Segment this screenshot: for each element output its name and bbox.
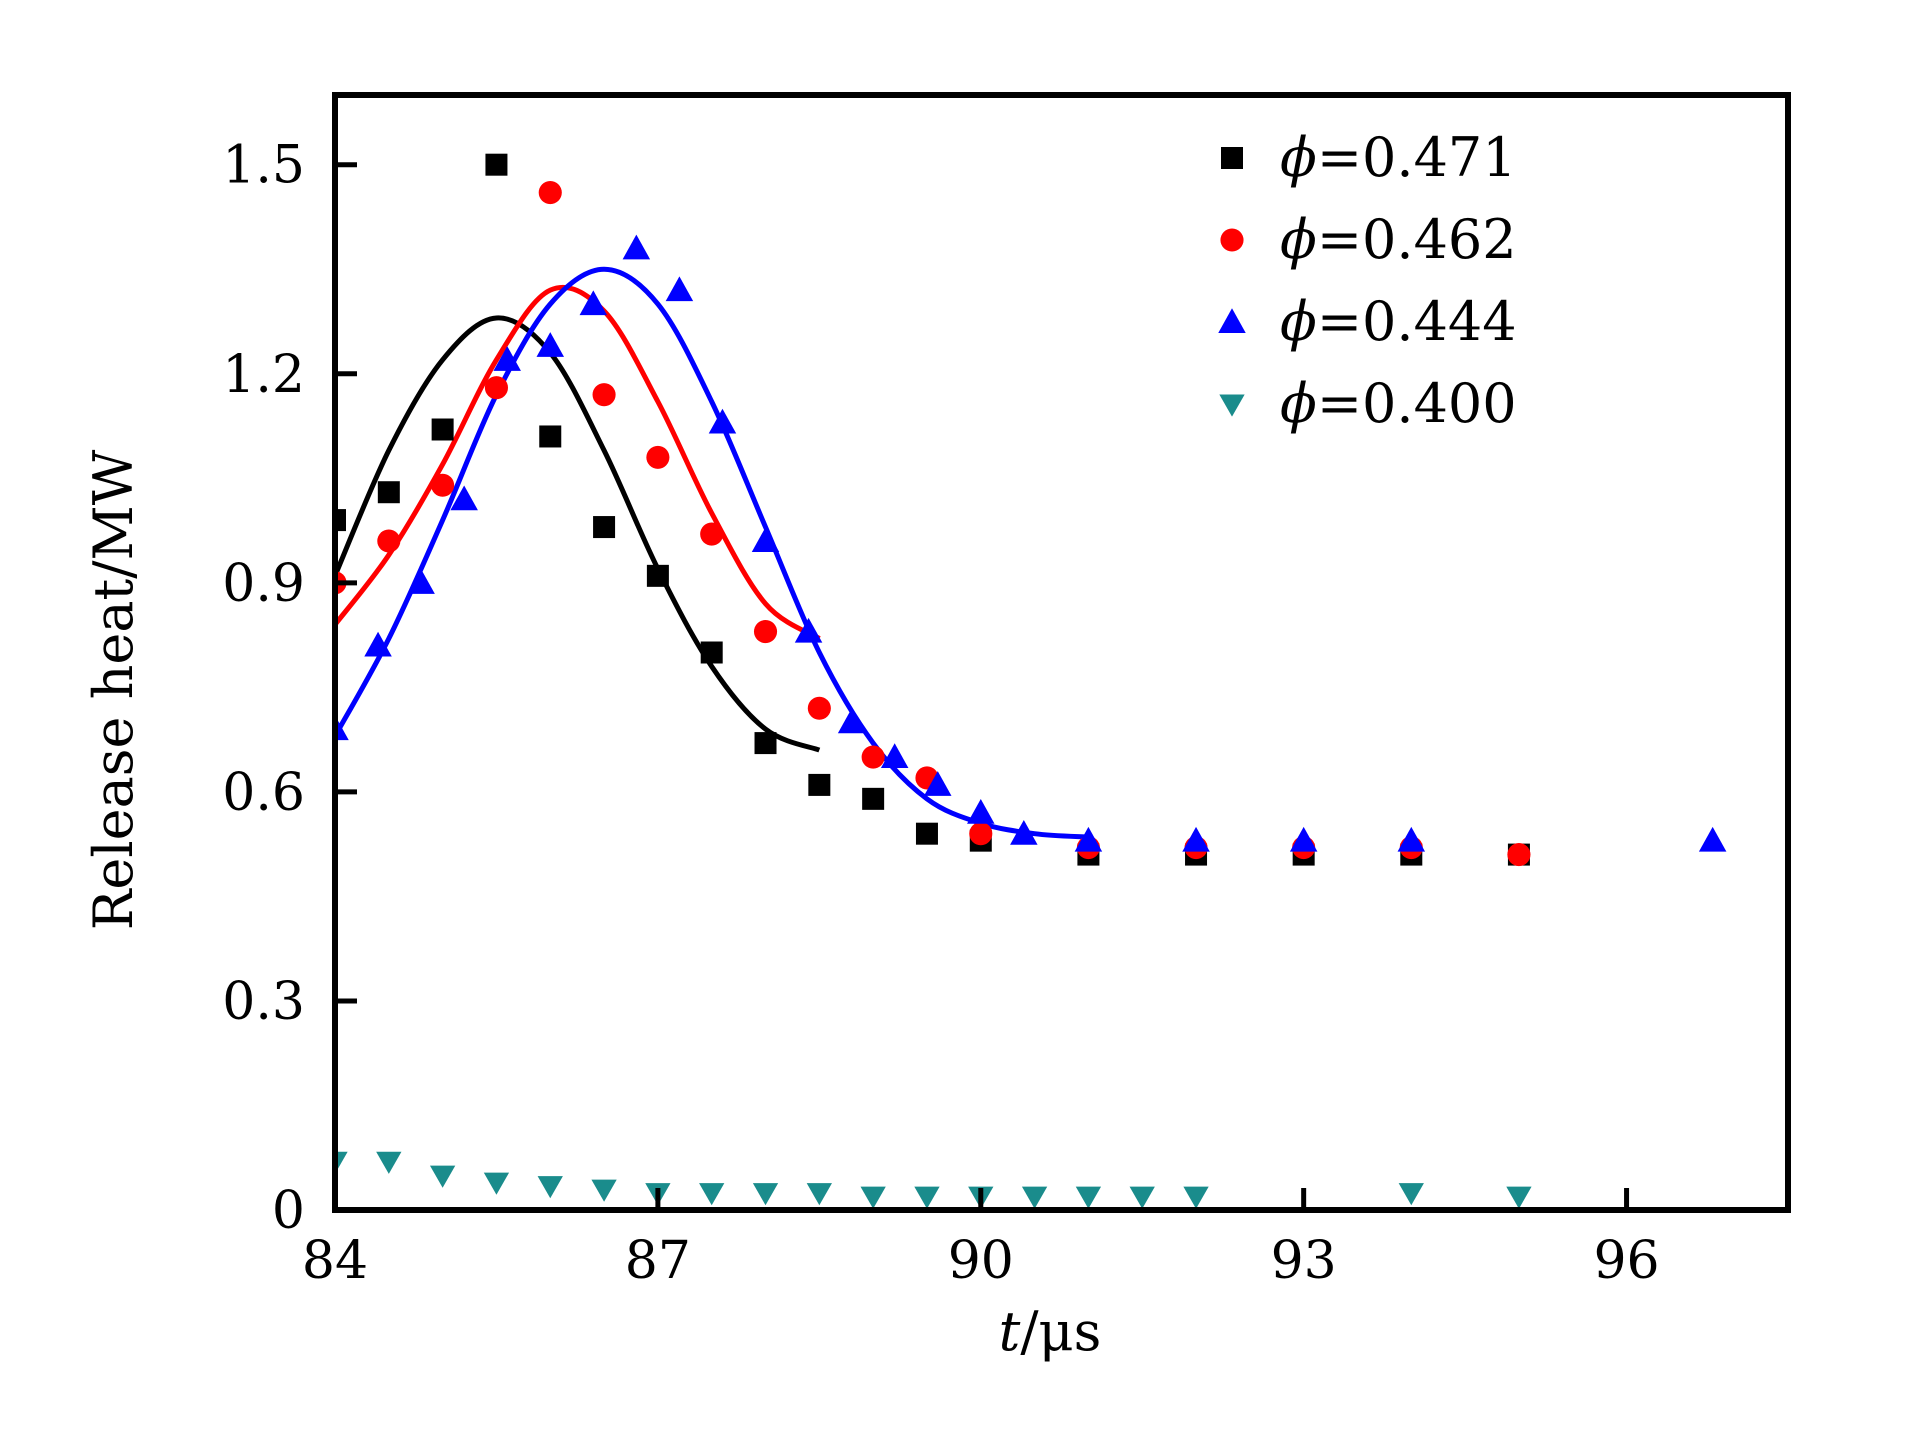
data-point-series-4 (806, 1183, 832, 1206)
data-point-series-3 (837, 708, 866, 734)
fit-curve-series-2 (335, 284, 821, 641)
data-point-series-4 (537, 1176, 563, 1199)
data-point-series-2 (538, 181, 562, 205)
data-point-series-3 (622, 234, 651, 260)
legend-label-series-3: ϕ=0.444 (1280, 290, 1517, 353)
fit-curve-series-3 (335, 266, 1089, 840)
legend-marker-series-1 (1221, 147, 1243, 169)
data-point-series-3 (450, 485, 478, 511)
data-point-series-4 (1129, 1186, 1155, 1209)
data-point-series-3 (335, 715, 349, 741)
y-tick-label: 1.5 (222, 136, 305, 196)
x-tick-label: 93 (1271, 1231, 1337, 1291)
data-point-series-1 (335, 509, 346, 532)
data-point-series-1 (754, 732, 777, 755)
data-point-series-3 (1397, 826, 1426, 852)
data-point-series-4 (1075, 1186, 1102, 1209)
data-point-series-3 (923, 771, 952, 796)
data-point-series-2 (646, 445, 670, 469)
data-point-series-2 (1507, 843, 1531, 867)
data-point-series-4 (752, 1183, 779, 1206)
data-point-series-3 (665, 276, 694, 302)
plot-frame (332, 92, 1791, 1213)
data-point-series-4 (1183, 1186, 1209, 1209)
data-point-series-2 (753, 620, 778, 644)
data-point-series-3 (751, 527, 780, 552)
data-point-series-2 (377, 529, 401, 553)
data-point-series-4 (483, 1172, 510, 1195)
data-point-series-3 (880, 743, 909, 769)
data-point-series-1 (915, 822, 938, 845)
data-point-series-4 (1021, 1186, 1048, 1209)
data-point-series-3 (579, 290, 608, 316)
data-point-series-2 (969, 822, 993, 846)
data-point-series-3 (1010, 819, 1038, 845)
y-tick-label: 0.9 (222, 554, 305, 614)
legend-marker-series-2 (1220, 228, 1244, 252)
data-point-series-3 (407, 569, 435, 594)
y-tick-label: 0.6 (222, 763, 305, 823)
data-point-series-3 (1182, 826, 1210, 852)
data-point-series-1 (539, 425, 562, 448)
x-axis-title: t/μs (999, 1300, 1102, 1363)
data-point-series-1 (377, 481, 400, 504)
data-point-series-2 (861, 745, 885, 769)
data-point-series-4 (1398, 1183, 1424, 1206)
data-point-series-1 (646, 564, 669, 587)
data-point-series-3 (493, 346, 521, 371)
x-tick-label: 90 (948, 1231, 1014, 1291)
data-point-series-4 (335, 1151, 348, 1174)
y-axis-ticks: 0 0.3 0.6 0.9 1.2 1.5 (222, 136, 357, 1241)
data-point-series-1 (485, 153, 508, 176)
data-point-series-2 (807, 696, 831, 720)
legend-label-series-4: ϕ=0.400 (1280, 372, 1517, 435)
y-tick-label: 1.2 (222, 345, 305, 405)
data-point-series-2 (700, 522, 724, 546)
y-tick-label: 0.3 (222, 972, 305, 1032)
fit-curves (335, 266, 1089, 840)
data-point-series-3 (536, 332, 565, 357)
data-point-series-1 (593, 516, 616, 539)
data-point-series-1 (808, 773, 831, 796)
data-point-series-3 (967, 799, 995, 824)
data-point-series-3 (708, 408, 737, 434)
data-point-series-4 (860, 1186, 886, 1209)
legend-label-series-2: ϕ=0.462 (1280, 208, 1517, 271)
data-markers (335, 153, 1727, 1209)
y-tick-label: 0 (272, 1181, 305, 1241)
x-tick-label: 96 (1593, 1231, 1659, 1291)
data-point-series-1 (700, 641, 723, 664)
legend-marker-series-3 (1218, 308, 1246, 333)
legend: ϕ=0.471 ϕ=0.462 ϕ=0.444 ϕ=0.400 (1218, 126, 1517, 435)
data-point-series-4 (1506, 1186, 1532, 1209)
x-axis-ticks: 84 87 90 93 96 (302, 1188, 1660, 1291)
data-point-series-2 (592, 383, 616, 407)
data-point-series-4 (699, 1183, 725, 1206)
data-point-series-3 (364, 631, 392, 657)
data-point-series-4 (914, 1186, 940, 1209)
data-point-series-4 (376, 1151, 402, 1174)
data-point-series-1 (431, 418, 454, 441)
data-point-series-4 (429, 1165, 456, 1188)
data-point-series-1 (862, 787, 885, 810)
data-point-series-4 (591, 1179, 617, 1202)
fit-curve-series-1 (335, 315, 821, 753)
data-point-series-2 (484, 376, 508, 400)
data-point-series-3 (1698, 826, 1727, 852)
y-axis-title: Release heat/MW (82, 449, 145, 930)
x-tick-label: 87 (625, 1231, 691, 1291)
data-point-series-3 (1074, 826, 1103, 852)
legend-marker-series-4 (1219, 394, 1245, 417)
data-point-series-2 (431, 473, 455, 497)
data-point-series-3 (1289, 826, 1318, 852)
legend-label-series-1: ϕ=0.471 (1280, 126, 1517, 189)
x-tick-label: 84 (302, 1231, 368, 1291)
data-point-series-3 (794, 617, 823, 643)
